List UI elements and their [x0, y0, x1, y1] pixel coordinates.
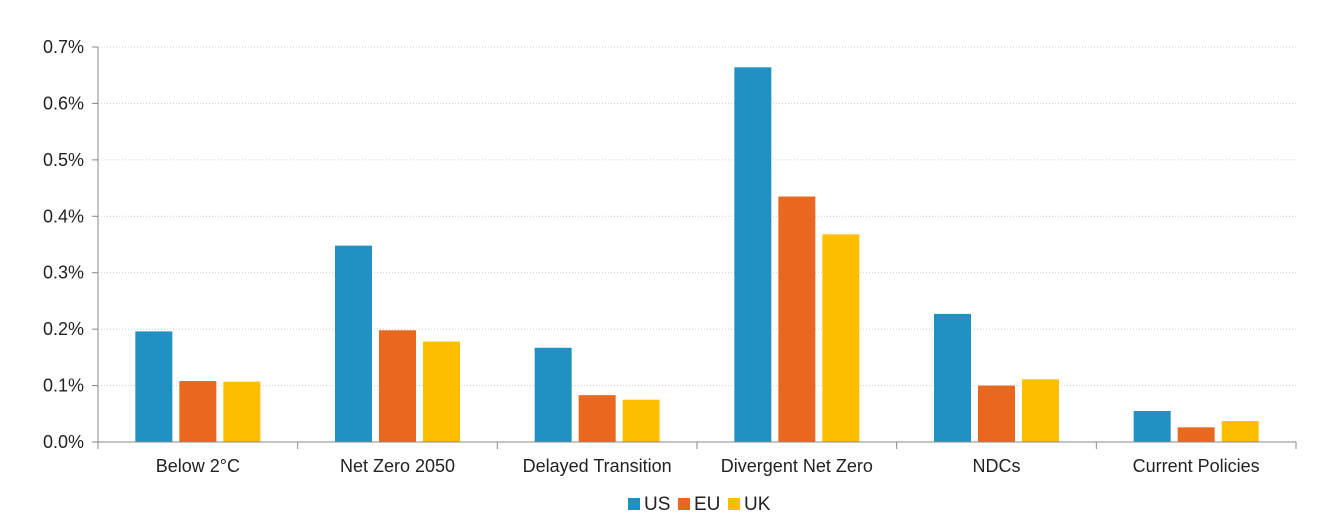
y-tick-labels: 0.0% 0.1% 0.2% 0.3% 0.4% 0.5% 0.6% 0.7%: [43, 37, 84, 452]
bar-uk: [423, 341, 460, 442]
legend-item-uk: UK: [728, 494, 771, 515]
x-tick-labels: Below 2°C Net Zero 2050 Delayed Transition…: [156, 456, 1260, 476]
legend: US EU UK: [628, 494, 771, 515]
x-tick-label: Delayed Transition: [523, 456, 672, 476]
bar-eu: [578, 395, 616, 442]
bar-us: [734, 67, 772, 443]
bar-eu: [778, 196, 816, 442]
legend-swatch: [728, 498, 740, 510]
bar-uk: [223, 381, 261, 442]
gridlines: [98, 46, 1296, 387]
bars: [135, 67, 1259, 443]
legend-item-us: US: [628, 494, 670, 515]
bar-us: [934, 313, 971, 442]
y-tick-label: 0.4%: [43, 206, 84, 226]
bar-uk: [1022, 379, 1059, 442]
bar-uk: [622, 399, 660, 442]
bar-eu: [179, 381, 217, 442]
bar-eu: [379, 330, 416, 442]
legend-swatch: [628, 498, 640, 510]
y-tick-label: 0.2%: [43, 319, 84, 339]
bar-us: [534, 347, 572, 442]
bar-eu: [1177, 427, 1215, 442]
x-tick-label: Current Policies: [1133, 456, 1260, 476]
legend-label: UK: [744, 494, 771, 515]
legend-label: EU: [694, 494, 720, 515]
x-tick-label: Divergent Net Zero: [721, 456, 873, 476]
x-tick-label: NDCs: [973, 456, 1021, 476]
bar-us: [335, 245, 372, 442]
y-tick-label: 0.5%: [43, 150, 84, 170]
y-tick-label: 0.1%: [43, 376, 84, 396]
bar-uk: [822, 234, 860, 442]
x-tick-label: Net Zero 2050: [340, 456, 455, 476]
bar-uk: [1221, 421, 1259, 442]
bar-eu: [978, 385, 1015, 442]
bar-us: [1133, 410, 1171, 442]
bar-us: [135, 331, 173, 442]
axes: [92, 46, 1297, 449]
legend-label: US: [644, 494, 670, 515]
y-tick-label: 0.3%: [43, 263, 84, 283]
y-tick-label: 0.0%: [43, 432, 84, 452]
y-tick-label: 0.7%: [43, 37, 84, 57]
legend-swatch: [678, 498, 690, 510]
legend-item-eu: EU: [678, 494, 720, 515]
y-tick-label: 0.6%: [43, 93, 84, 113]
x-tick-label: Below 2°C: [156, 456, 240, 476]
